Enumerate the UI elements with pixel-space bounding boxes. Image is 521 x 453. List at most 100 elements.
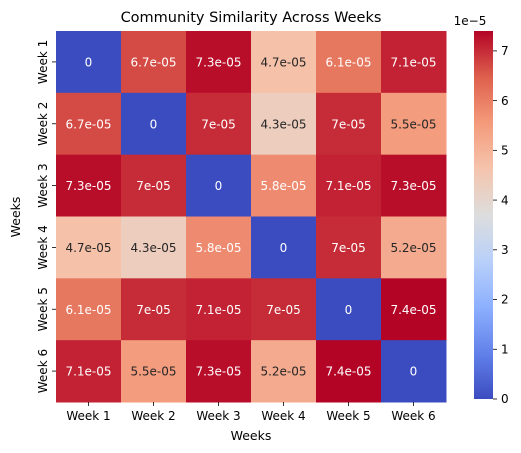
cell-value-label: 5.5e-05 <box>130 365 176 379</box>
colorbar: 0 1 2 3 4 5 6 7 <box>474 31 509 406</box>
cell-value-label: 0 <box>215 179 223 193</box>
colorbar-tick-label: 1 <box>501 342 509 356</box>
cell-value-label: 7.1e-05 <box>65 365 111 379</box>
cell-value-label: 4.3e-05 <box>260 117 306 131</box>
x-axis-label: Weeks <box>231 428 272 443</box>
cell-value-label: 7.4e-05 <box>390 303 436 317</box>
cell-value-label: 0 <box>345 303 353 317</box>
heatmap-cell <box>251 92 317 156</box>
cell-value-label: 5.2e-05 <box>260 365 306 379</box>
heatmap-cell <box>56 92 122 156</box>
heatmap-cell <box>251 340 317 403</box>
heatmap-cell <box>381 340 447 403</box>
heatmap-cell <box>251 154 317 217</box>
heatmap-cell <box>186 278 252 341</box>
colorbar-tick-label: 4 <box>501 193 509 207</box>
cell-value-label: 5.8e-05 <box>260 179 306 193</box>
x-tick-label: Week 1 <box>66 409 110 423</box>
heatmap-cell <box>316 31 382 94</box>
heatmap-cell <box>316 340 382 403</box>
heatmap-cell <box>381 154 447 217</box>
colorbar-tick-label: 7 <box>501 44 509 58</box>
cell-value-label: 7e-05 <box>331 241 366 255</box>
cell-value-label: 6.7e-05 <box>65 117 111 131</box>
heatmap-cell <box>251 216 317 279</box>
heatmap-cells: 0 6.7e-05 7.3e-05 4.7e-05 6.1e-05 7.1e-05 6.7e… <box>56 31 447 403</box>
cell-value-label: 6.1e-05 <box>65 303 111 317</box>
cell-value-label: 7.1e-05 <box>325 179 371 193</box>
heatmap-cell <box>316 216 382 279</box>
cell-value-label: 4.7e-05 <box>260 55 306 69</box>
cell-value-label: 7.3e-05 <box>195 55 241 69</box>
y-tick-label: Week 4 <box>36 225 50 269</box>
y-tick-label: Week 3 <box>36 163 50 207</box>
heatmap-cell <box>251 31 317 94</box>
cell-value-label: 7e-05 <box>331 117 366 131</box>
cell-value-label: 7e-05 <box>136 179 171 193</box>
x-tick-label: Week 6 <box>391 409 435 423</box>
y-axis-ticks: Week 1 Week 2 Week 3 Week 4 Week 5 Week 6 <box>36 40 56 393</box>
heatmap-cell <box>121 216 187 279</box>
colorbar-gradient <box>474 31 493 399</box>
heatmap-cell <box>381 92 447 156</box>
colorbar-tick-label: 3 <box>501 243 509 257</box>
heatmap-cell <box>316 278 382 341</box>
y-tick-label: Week 5 <box>36 287 50 331</box>
colorbar-tick-label: 0 <box>501 392 509 406</box>
cell-value-label: 7.1e-05 <box>390 55 436 69</box>
y-axis-label: Weeks <box>8 197 23 238</box>
heatmap-cell <box>186 154 252 217</box>
cell-value-label: 0 <box>85 55 93 69</box>
heatmap-cell <box>56 31 122 94</box>
heatmap-cell <box>56 278 122 341</box>
cell-value-label: 7.1e-05 <box>195 303 241 317</box>
y-tick-label: Week 6 <box>36 349 50 393</box>
y-tick-label: Week 2 <box>36 102 50 146</box>
heatmap-cell <box>186 340 252 403</box>
cell-value-label: 7e-05 <box>201 117 236 131</box>
heatmap-cell <box>121 31 187 94</box>
cell-value-label: 7.3e-05 <box>65 179 111 193</box>
cell-value-label: 0 <box>150 117 158 131</box>
heatmap-cell <box>121 154 187 217</box>
cell-value-label: 7.3e-05 <box>195 365 241 379</box>
heatmap-cell <box>381 278 447 341</box>
heatmap-cell <box>316 92 382 156</box>
y-tick-label: Week 1 <box>36 40 50 84</box>
heatmap-cell <box>381 31 447 94</box>
colorbar-tick-label: 6 <box>501 94 509 108</box>
heatmap-cell <box>56 154 122 217</box>
cell-value-label: 7e-05 <box>266 303 301 317</box>
cell-value-label: 6.7e-05 <box>130 55 176 69</box>
heatmap-cell <box>56 216 122 279</box>
heatmap-cell <box>121 278 187 341</box>
heatmap-cell <box>186 92 252 156</box>
x-axis-ticks: Week 1 Week 2 Week 3 Week 4 Week 5 Week 6 <box>66 402 436 423</box>
colorbar-tick-label: 5 <box>501 144 509 158</box>
cell-value-label: 5.2e-05 <box>390 241 436 255</box>
cell-value-label: 7e-05 <box>136 303 171 317</box>
cell-value-label: 0 <box>410 365 418 379</box>
heatmap-cell <box>121 340 187 403</box>
x-tick-label: Week 4 <box>261 409 305 423</box>
colorbar-tick-label: 2 <box>501 293 509 307</box>
heatmap-cell <box>186 31 252 94</box>
heatmap-cell <box>316 154 382 217</box>
x-tick-label: Week 3 <box>196 409 240 423</box>
heatmap-cell <box>186 216 252 279</box>
x-tick-label: Week 2 <box>131 409 175 423</box>
cell-value-label: 7.3e-05 <box>390 179 436 193</box>
colorbar-multiplier: 1e−5 <box>454 14 487 28</box>
cell-value-label: 4.7e-05 <box>65 241 111 255</box>
cell-value-label: 0 <box>280 241 288 255</box>
heatmap-cell <box>381 216 447 279</box>
heatmap-cell <box>121 92 187 156</box>
cell-value-label: 5.8e-05 <box>195 241 241 255</box>
chart-title: Community Similarity Across Weeks <box>121 10 382 26</box>
heatmap-cell <box>56 340 122 403</box>
cell-value-label: 6.1e-05 <box>325 55 371 69</box>
cell-value-label: 7.4e-05 <box>325 365 371 379</box>
x-tick-label: Week 5 <box>326 409 370 423</box>
heatmap-cell <box>251 278 317 341</box>
